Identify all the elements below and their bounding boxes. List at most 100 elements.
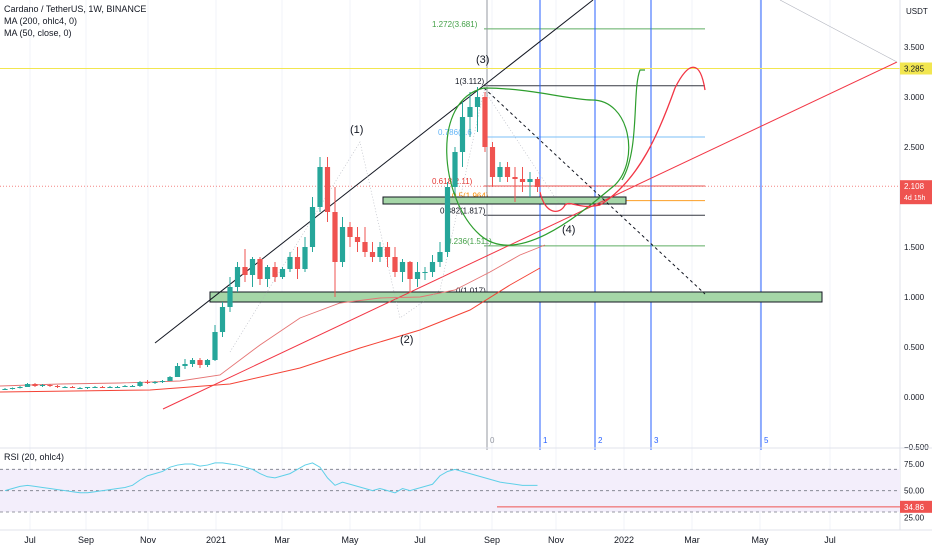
wave-label: (1) [350, 124, 363, 136]
candle-body [452, 152, 458, 187]
candle-body [174, 366, 181, 377]
candle-body [107, 387, 113, 388]
candle-body [324, 167, 331, 212]
candle-body [497, 167, 503, 177]
candle-body [429, 262, 436, 272]
candle-body [77, 388, 83, 389]
candle-body [212, 332, 218, 360]
candle-body [264, 267, 271, 279]
fib-time-label: 0 [490, 436, 495, 445]
wave-label: (3) [476, 54, 489, 66]
candle-body [167, 377, 173, 381]
candle-body [219, 307, 226, 332]
candle-body [227, 287, 233, 307]
time-tick-label: Nov [548, 535, 565, 545]
time-tick-label: 2022 [614, 535, 634, 545]
candle-body [512, 177, 518, 179]
candle-body [422, 272, 428, 273]
red-projection-drawing [599, 66, 706, 206]
candle-body [114, 387, 121, 388]
green-projection-drawing [621, 69, 645, 181]
candle-body [249, 259, 256, 275]
candle-body [189, 360, 196, 364]
candle-body [99, 387, 106, 388]
candle-body [54, 386, 61, 387]
time-tick-label: Jul [414, 535, 426, 545]
candle-body [384, 247, 391, 257]
dashed-projection [483, 87, 706, 295]
ma200-legend[interactable]: MA (200, ohlc4, 0) [4, 16, 78, 26]
candle-body [129, 386, 136, 387]
candle-body [159, 381, 166, 382]
candle-body [309, 207, 316, 247]
time-tick-label: 2021 [206, 535, 226, 545]
time-tick-label: Jul [824, 535, 836, 545]
fib-level-label: 1(3.112) [455, 77, 485, 86]
candle-body [62, 387, 68, 388]
symbol-title[interactable]: Cardano / TetherUS, 1W, BINANCE [4, 4, 147, 14]
candle-body [204, 360, 211, 365]
candle-body [182, 364, 188, 366]
fib-level-label: 0.618(2.11) [432, 177, 473, 186]
fib-level-label: 1.272(3.681) [432, 20, 478, 29]
wave-label: (2) [400, 334, 413, 346]
candle-body [294, 257, 301, 269]
candle-body [287, 257, 293, 269]
candle-body [332, 212, 338, 262]
time-tick-label: Sep [484, 535, 500, 545]
candle-body [69, 387, 76, 388]
candle-body [122, 386, 128, 387]
fib-level-label: 0.382(1.817) [440, 206, 486, 215]
price-tick-label: 3.500 [904, 43, 925, 52]
rsi-value-label: 34.86 [904, 503, 925, 512]
candle-body [152, 382, 158, 383]
candle-body [317, 167, 323, 207]
target-price-tag-label: 3.285 [904, 65, 925, 74]
current-price-tag [900, 180, 932, 205]
fib-level-label: 0.5(1.964) [452, 192, 489, 201]
price-tick-label: 0.000 [904, 393, 925, 402]
candle-body [362, 242, 368, 252]
wave-label: (4) [562, 224, 575, 236]
chart-labels: (1) (2) (3) (4) [350, 54, 575, 346]
fib-level-label: 0.786(2.6 [438, 128, 472, 137]
time-tick-label: May [341, 535, 359, 545]
ma50-legend[interactable]: MA (50, close, 0) [4, 28, 72, 38]
candle-body [234, 267, 241, 287]
candle-body [527, 179, 533, 182]
green-circle-drawing [446, 87, 630, 246]
faint-projection [779, 0, 898, 63]
hand-drawings[interactable] [446, 66, 706, 246]
support-zone [382, 196, 627, 205]
candle-body [9, 388, 16, 389]
price-tick-label: 1.000 [904, 293, 925, 302]
price-tick-label: 1.500 [904, 243, 925, 252]
candle-body [92, 387, 98, 388]
candle-body [2, 389, 8, 390]
candle-body [414, 272, 421, 279]
time-tick-label: Mar [274, 535, 290, 545]
rsi-tick-label: 25.00 [904, 513, 925, 522]
candle-body [474, 97, 481, 107]
support-zones[interactable] [0, 68, 900, 303]
candle-body [489, 147, 496, 177]
target-price-tag [900, 62, 932, 75]
candle-body [39, 385, 46, 386]
fib-level-label: 0(1.017) [456, 286, 486, 295]
rsi-legend[interactable]: RSI (20, ohlc4) [4, 452, 65, 462]
candle-body [467, 107, 473, 117]
candle-body [32, 384, 38, 386]
candles[interactable] [2, 87, 541, 390]
lower-trendline [162, 61, 898, 410]
time-tick-label: May [751, 535, 769, 545]
fib-time-label: 2 [598, 436, 603, 445]
fib-time-label: 5 [764, 436, 769, 445]
trendlines[interactable] [0, 0, 898, 410]
price-tick-label: 3.000 [904, 93, 925, 102]
candle-body [347, 227, 353, 237]
